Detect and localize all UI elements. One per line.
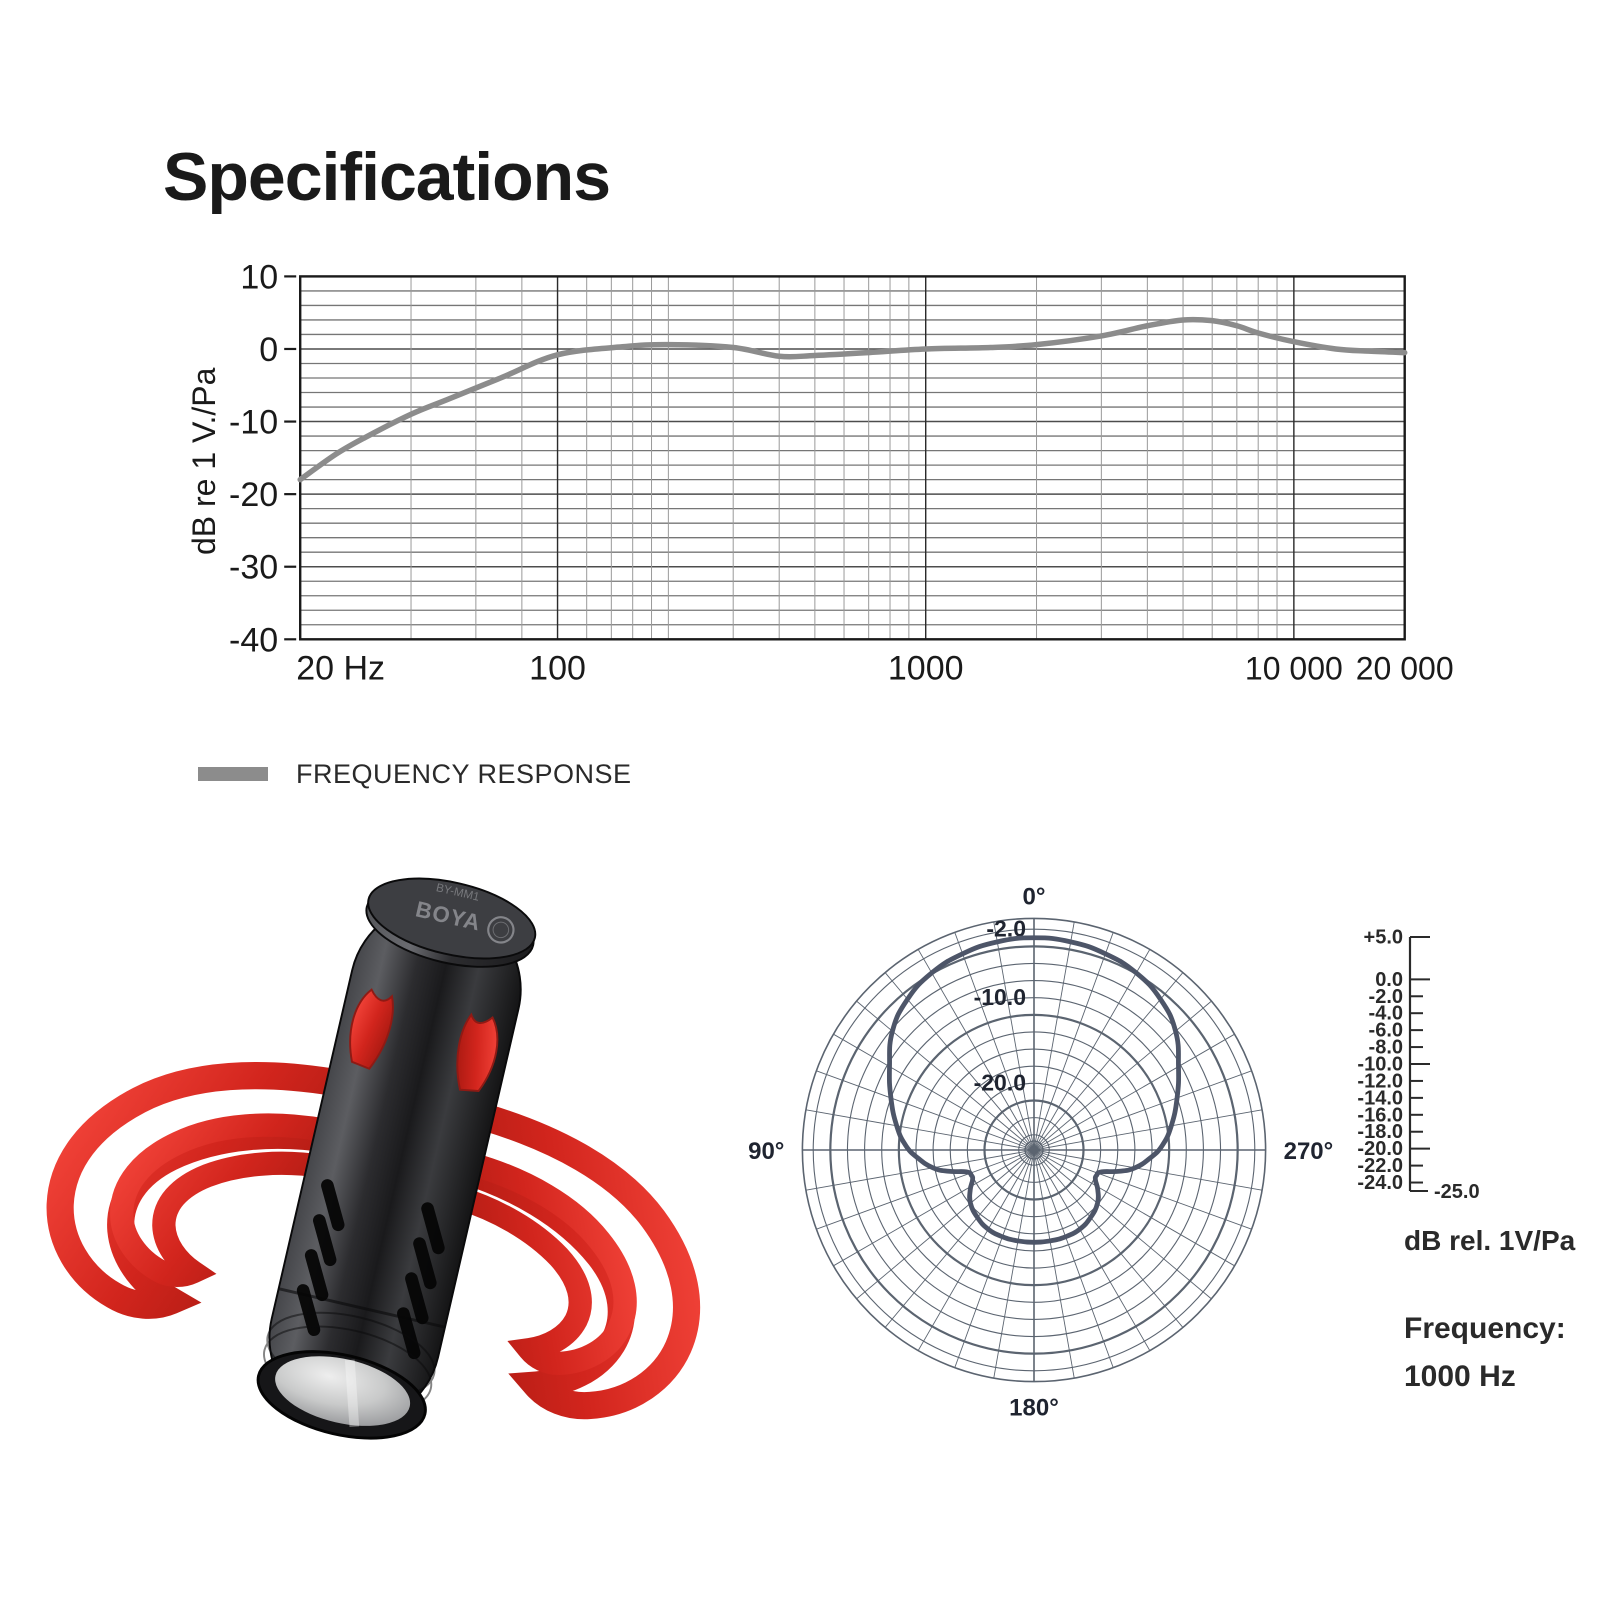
svg-text:-24.0: -24.0 — [1357, 1172, 1403, 1194]
svg-text:-10.0: -10.0 — [974, 984, 1026, 1010]
svg-text:90°: 90° — [748, 1138, 784, 1165]
svg-text:0°: 0° — [1023, 883, 1046, 910]
svg-text:-25.0: -25.0 — [1434, 1181, 1480, 1203]
svg-text:-20.0: -20.0 — [974, 1069, 1026, 1095]
svg-text:270°: 270° — [1284, 1138, 1334, 1165]
svg-text:180°: 180° — [1009, 1395, 1059, 1422]
svg-text:+5.0: +5.0 — [1364, 927, 1403, 949]
